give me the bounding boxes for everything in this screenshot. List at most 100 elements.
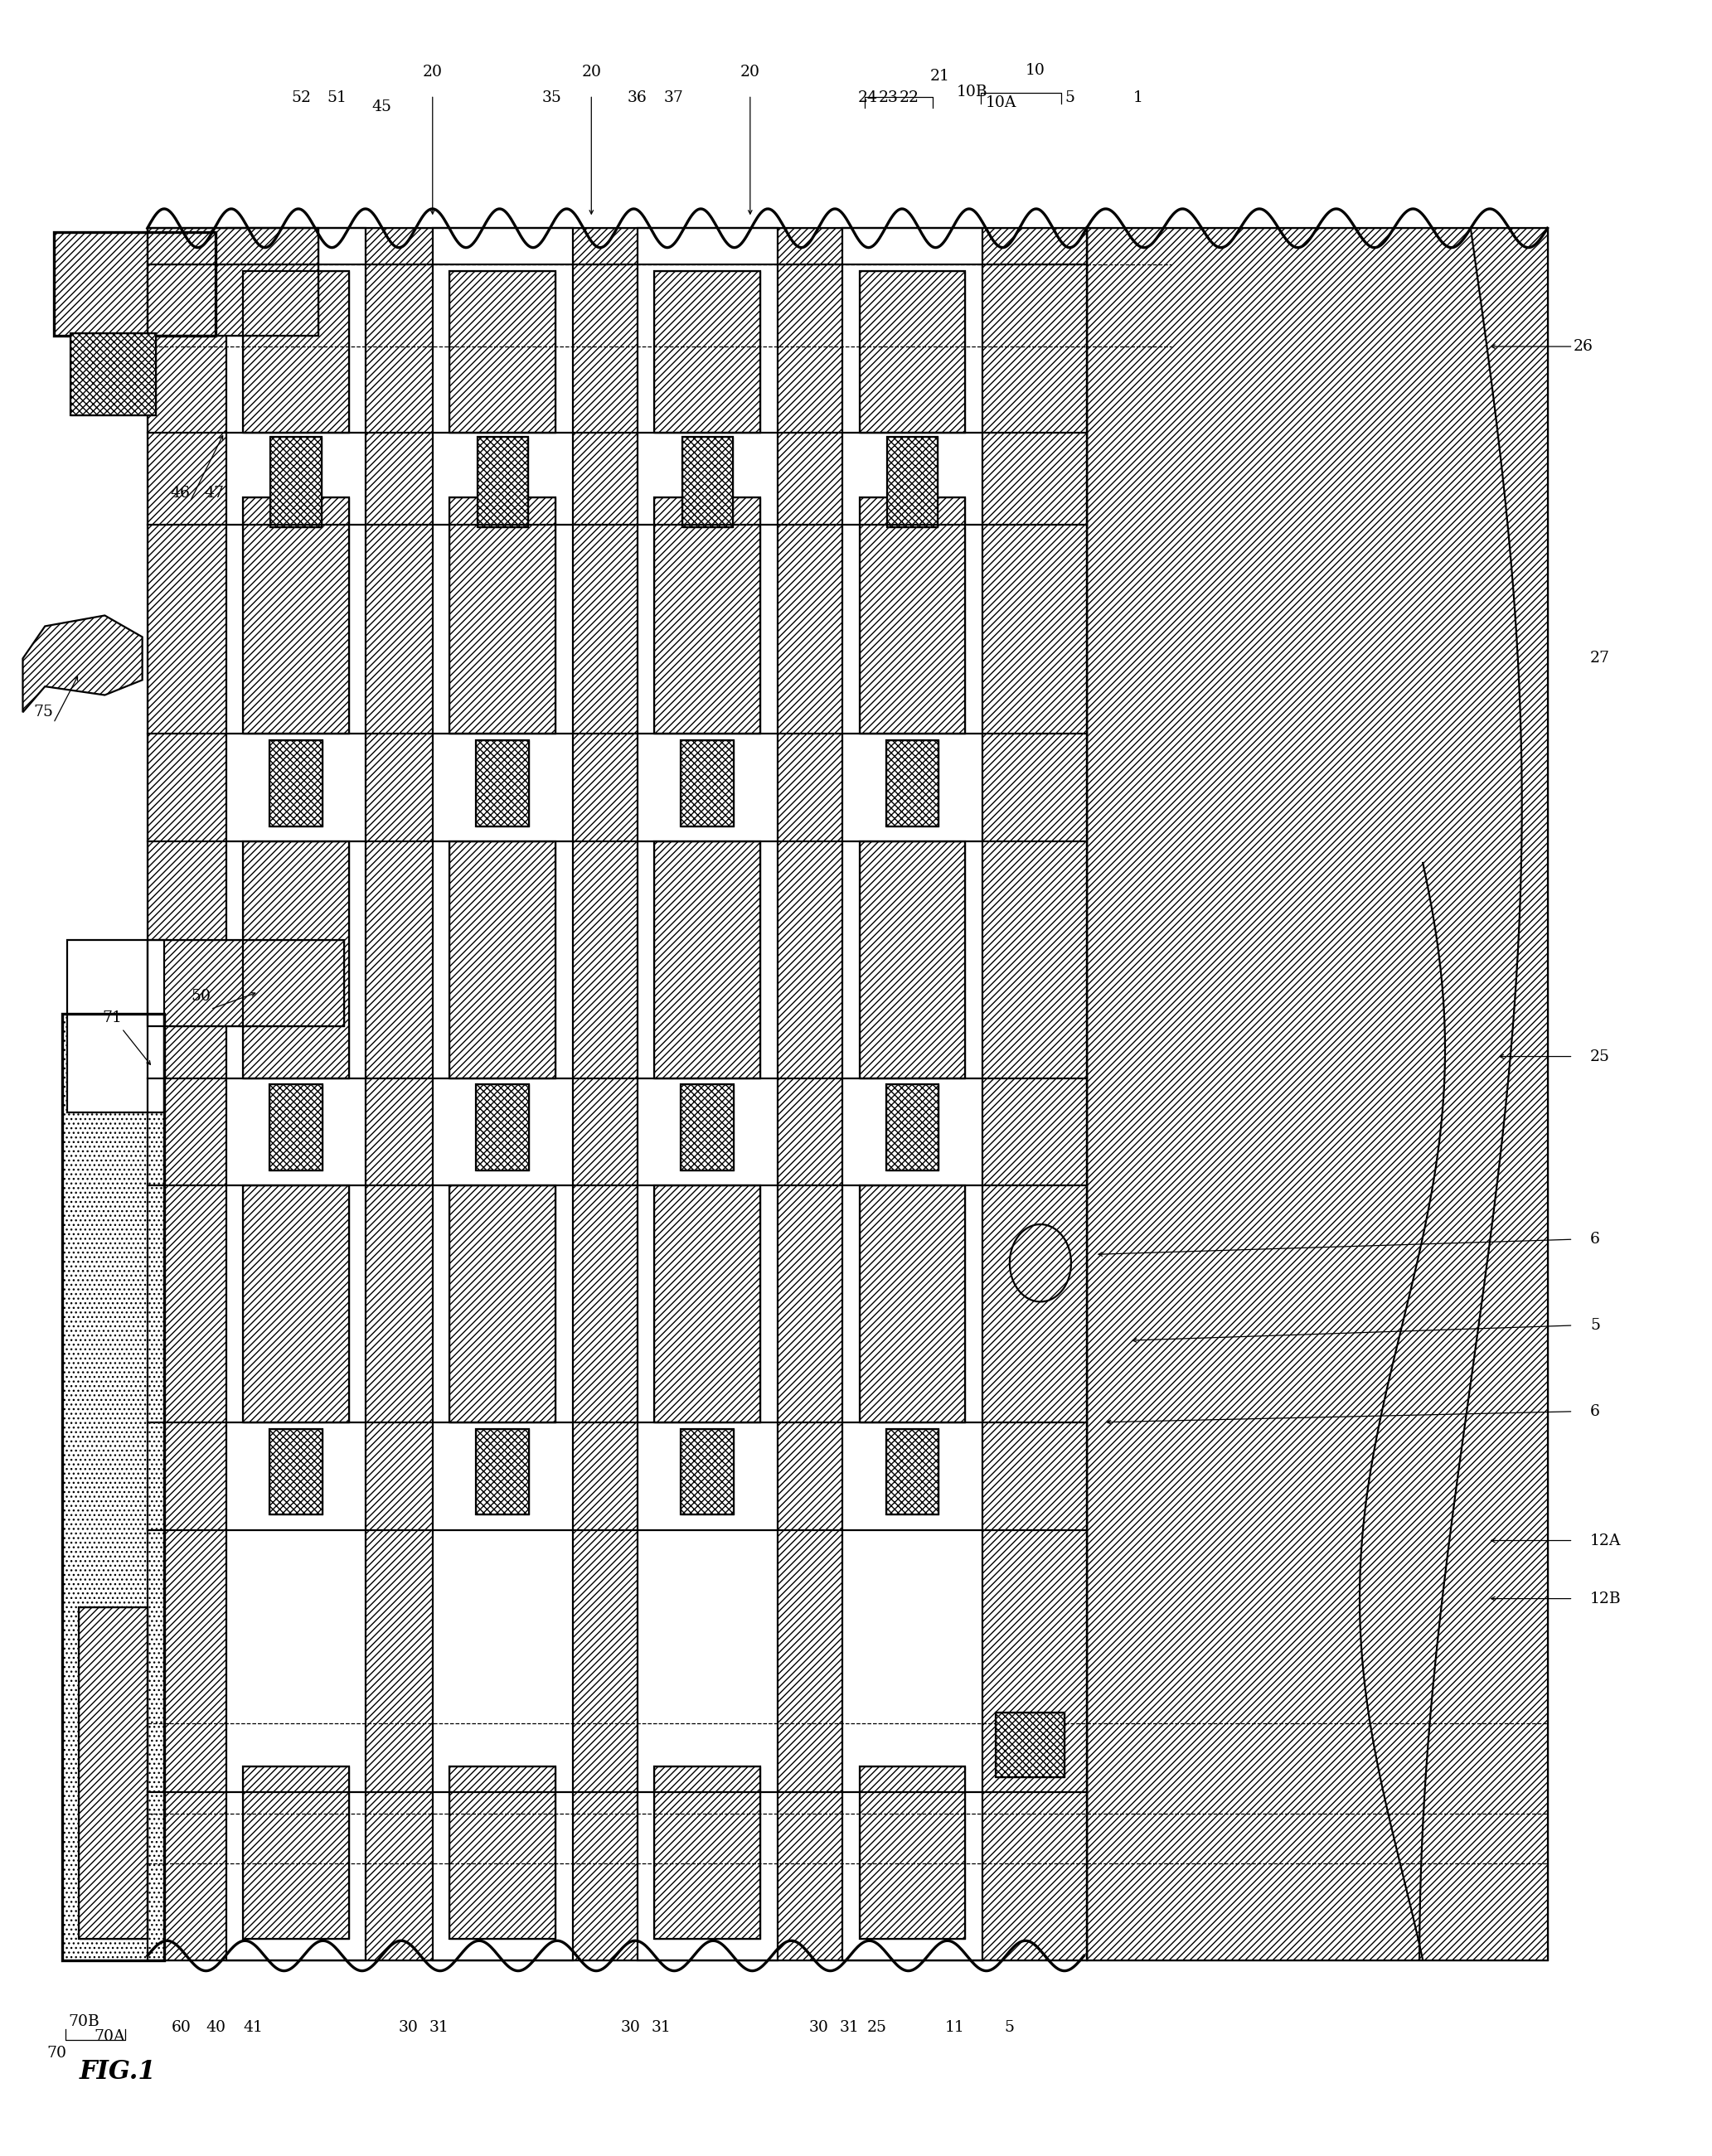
Text: 36: 36	[628, 91, 647, 106]
Text: FIG.1: FIG.1	[79, 2059, 156, 2085]
Bar	[243, 1766, 349, 1938]
Bar	[147, 229, 318, 336]
Text: 10B: 10B	[957, 84, 988, 99]
Text: 25: 25	[866, 2020, 887, 2035]
Bar	[243, 1186, 349, 1423]
Text: 5: 5	[1065, 91, 1075, 106]
Bar	[885, 1429, 938, 1516]
Bar	[885, 1084, 938, 1171]
Text: 37: 37	[664, 91, 683, 106]
Text: 30: 30	[621, 2020, 640, 2035]
Text: 12B: 12B	[1590, 1591, 1621, 1606]
Bar	[243, 841, 349, 1078]
Bar	[70, 334, 156, 416]
Bar	[269, 1084, 322, 1171]
Bar	[681, 1429, 734, 1516]
Bar	[654, 498, 760, 733]
Bar	[681, 740, 734, 826]
Bar	[637, 229, 777, 1960]
Polygon shape	[22, 614, 142, 711]
Text: 11: 11	[945, 2020, 966, 2035]
Bar	[859, 841, 966, 1078]
Bar	[476, 1084, 529, 1171]
Bar	[243, 272, 349, 433]
Bar	[476, 740, 529, 826]
Text: 60: 60	[171, 2020, 192, 2035]
Bar	[654, 1186, 760, 1423]
Bar	[885, 740, 938, 826]
Bar	[450, 272, 555, 433]
Text: 70A: 70A	[94, 2029, 125, 2044]
Bar	[654, 841, 760, 1078]
Bar	[476, 1429, 529, 1516]
Bar	[859, 272, 966, 433]
Text: 50: 50	[190, 990, 211, 1005]
Bar	[654, 1186, 760, 1423]
Bar	[996, 1712, 1065, 1777]
Bar	[147, 229, 1087, 1960]
Bar	[681, 1429, 734, 1516]
Text: 46: 46	[169, 485, 190, 500]
Bar	[654, 272, 760, 433]
Bar	[859, 1186, 966, 1423]
Bar	[450, 841, 555, 1078]
Text: 31: 31	[652, 2020, 671, 2035]
Bar	[269, 1429, 322, 1516]
Text: 31: 31	[430, 2020, 449, 2035]
Bar	[681, 438, 733, 528]
Text: 5: 5	[1005, 2020, 1015, 2035]
Bar	[476, 1084, 529, 1171]
Bar	[147, 229, 318, 336]
Bar	[887, 438, 938, 528]
Text: 25: 25	[1590, 1050, 1609, 1063]
Bar	[842, 229, 983, 1960]
Text: 47: 47	[204, 485, 224, 500]
Bar	[859, 1766, 966, 1938]
Bar	[681, 1084, 734, 1171]
Bar	[476, 740, 529, 826]
Text: 1: 1	[1133, 91, 1142, 106]
Text: 70B: 70B	[68, 2014, 99, 2029]
Bar	[996, 1712, 1065, 1777]
Bar	[654, 272, 760, 433]
Text: 23: 23	[878, 91, 899, 106]
Text: 30: 30	[808, 2020, 829, 2035]
Bar	[67, 940, 164, 1112]
Bar	[885, 1429, 938, 1516]
Text: 6: 6	[1590, 1404, 1601, 1419]
Text: 75: 75	[34, 705, 53, 720]
Bar	[859, 272, 966, 433]
Bar	[859, 841, 966, 1078]
Bar	[226, 229, 366, 1960]
Bar	[269, 740, 322, 826]
Text: 20: 20	[423, 65, 442, 80]
Bar	[270, 438, 322, 528]
Bar	[478, 438, 527, 528]
Text: 40: 40	[205, 2020, 226, 2035]
Bar	[450, 1186, 555, 1423]
Text: 41: 41	[243, 2020, 264, 2035]
Text: 27: 27	[1590, 651, 1609, 666]
Bar	[53, 233, 216, 336]
Bar	[433, 229, 572, 1960]
Bar	[681, 1084, 734, 1171]
Bar	[147, 940, 344, 1026]
Bar	[859, 1186, 966, 1423]
Bar	[450, 841, 555, 1078]
Bar	[476, 1429, 529, 1516]
Bar	[270, 438, 322, 528]
Bar	[1087, 229, 1548, 1960]
Bar	[269, 740, 322, 826]
Text: 21: 21	[930, 69, 950, 84]
Bar	[79, 1606, 147, 1938]
Bar	[62, 1013, 164, 1960]
Bar	[147, 940, 344, 1026]
Bar	[450, 498, 555, 733]
Bar	[147, 229, 1087, 1960]
Text: 5: 5	[1590, 1317, 1601, 1332]
Bar	[654, 498, 760, 733]
Bar	[681, 438, 733, 528]
Text: 51: 51	[327, 91, 348, 106]
Bar	[654, 1766, 760, 1938]
Text: 6: 6	[1590, 1231, 1601, 1246]
